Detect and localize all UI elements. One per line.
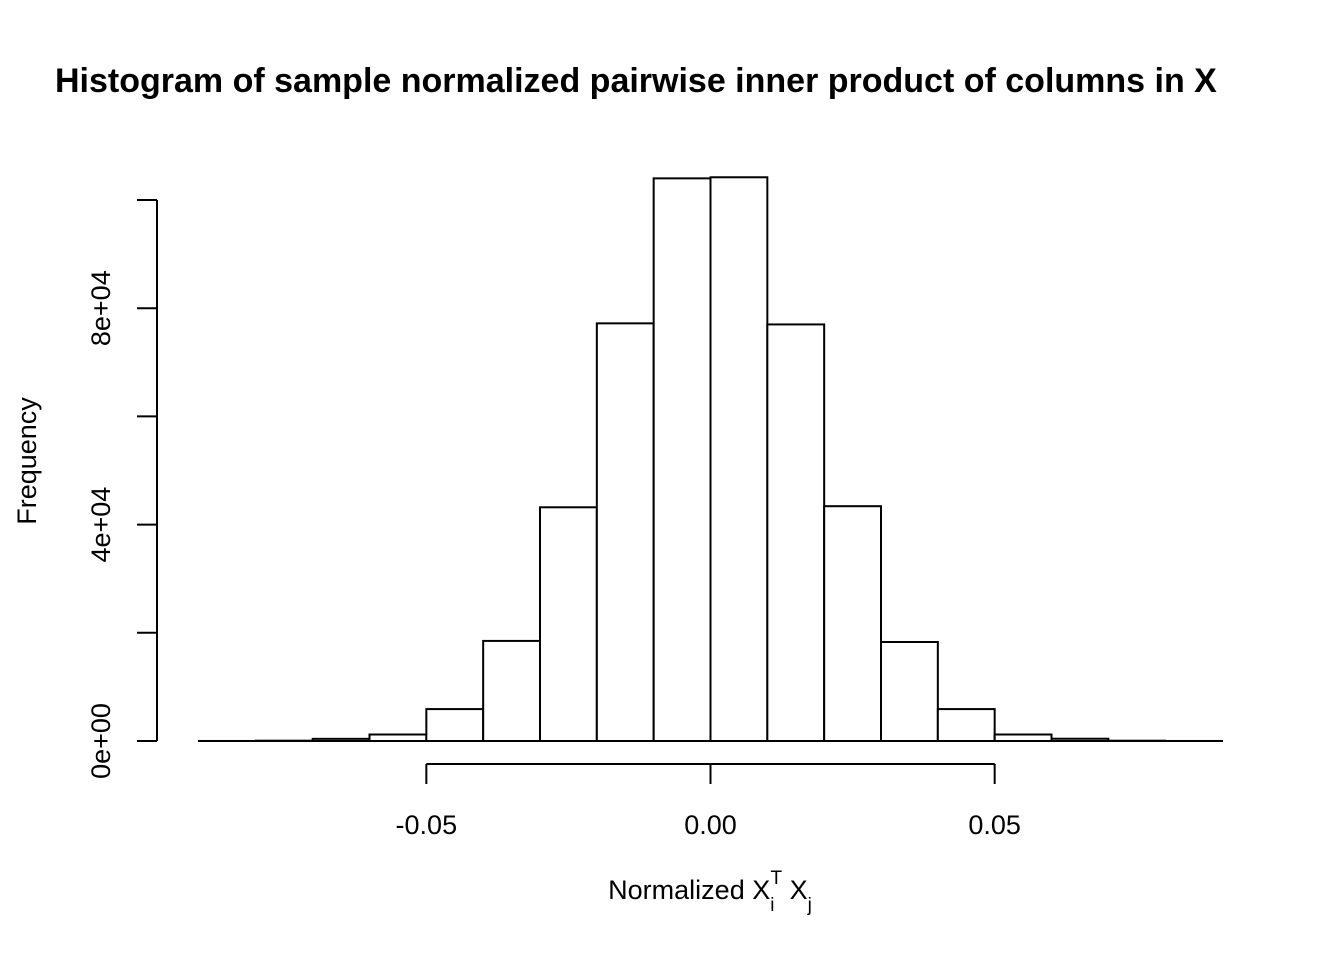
histogram-bar xyxy=(652,177,712,743)
x-tick-label: 0.00 xyxy=(684,810,737,840)
y-tick-label: 8e+04 xyxy=(86,270,116,346)
histogram-bar xyxy=(595,322,655,742)
histogram-bar xyxy=(880,640,939,743)
x-axis-label: Normalized XiT Xj xyxy=(608,868,812,916)
histogram-bar xyxy=(709,176,769,742)
y-tick-label: 4e+04 xyxy=(86,487,116,563)
x-axis-label-sub-i: i xyxy=(770,895,774,916)
y-tick-label: 0e+00 xyxy=(86,703,116,779)
histogram-bars xyxy=(198,176,1223,743)
y-axis: 0e+00 4e+04 8e+04 xyxy=(86,199,158,779)
x-axis-label-sub-j: j xyxy=(807,895,812,916)
histogram-bar xyxy=(823,505,883,742)
x-axis-label-mid: X xyxy=(782,875,808,905)
chart-title: Histogram of sample normalized pairwise … xyxy=(55,62,1217,100)
histogram-bar xyxy=(936,708,996,742)
x-axis: -0.05 0.00 0.05 xyxy=(396,763,1021,840)
x-axis-label-sup-t: T xyxy=(770,868,782,889)
y-axis-label: Frequency xyxy=(12,397,42,525)
histogram-bar xyxy=(766,323,826,742)
x-tick-label: 0.05 xyxy=(968,810,1021,840)
histogram-bar xyxy=(425,708,485,742)
histogram-bar xyxy=(539,506,598,742)
x-tick-label: -0.05 xyxy=(396,810,458,840)
x-axis-label-prefix: Normalized X xyxy=(608,875,770,905)
histogram-bar xyxy=(482,639,541,742)
